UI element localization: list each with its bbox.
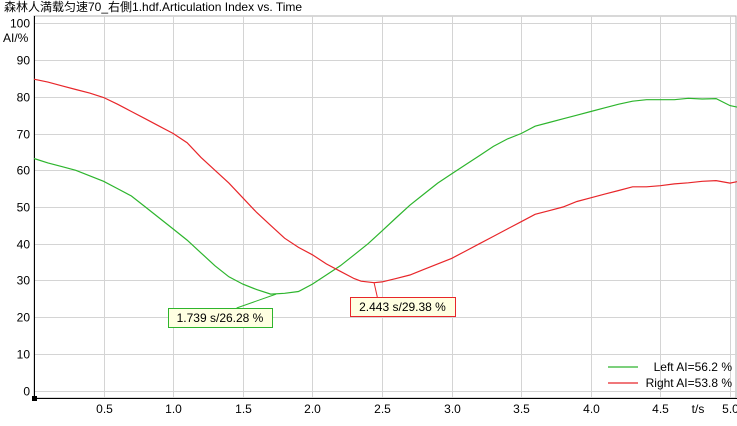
x-tick-label: 2.5 (374, 402, 391, 416)
annotation-box[interactable] (350, 297, 456, 317)
y-tick-label: 50 (17, 201, 31, 215)
annotation-leader (236, 293, 277, 309)
y-tick-label: 100 (10, 17, 30, 31)
annotation-label: 2.443 s/29.38 % (359, 300, 446, 314)
y-axis-ticks: 0 10 20 30 40 50 60 70 80 90 100 (10, 17, 30, 399)
series-line-right[interactable] (33, 78, 737, 284)
x-tick-label: 4.5 (652, 402, 669, 416)
y-tick-label: 90 (17, 54, 31, 68)
y-tick-label: 0 (23, 385, 30, 399)
annotations: 1.739 s/26.28 % 2.443 s/29.38 % (168, 282, 456, 328)
grid (32, 15, 737, 401)
x-tick-label: 2.0 (304, 402, 321, 416)
origin-marker (32, 396, 37, 401)
series-group (33, 78, 737, 295)
y-tick-label: 10 (17, 348, 31, 362)
x-axis-ticks: 0.5 1.0 1.5 2.0 2.5 3.0 3.5 4.0 4.5 5.0 (96, 402, 737, 416)
annotation-label: 1.739 s/26.28 % (177, 311, 264, 325)
annotation-box[interactable] (168, 308, 273, 328)
x-tick-label: 0.5 (96, 402, 113, 416)
y-tick-label: 30 (17, 274, 31, 288)
x-tick-label: 3.0 (444, 402, 461, 416)
legend-entry[interactable]: Left AI=56.2 % (654, 360, 733, 374)
x-tick-label: 1.5 (235, 402, 252, 416)
x-tick-label: 3.5 (513, 402, 530, 416)
y-tick-label: 20 (17, 311, 31, 325)
x-tick-label: 4.0 (583, 402, 600, 416)
y-axis-label: AI/% (3, 31, 29, 45)
y-tick-label: 40 (17, 238, 31, 252)
x-tick-label: 1.0 (165, 402, 182, 416)
x-tick-label: 5.0 (722, 402, 737, 416)
y-tick-label: 60 (17, 164, 31, 178)
y-tick-label: 80 (17, 91, 31, 105)
y-tick-label: 70 (17, 128, 31, 142)
annotation-leader (373, 282, 378, 298)
legend-entry[interactable]: Right AI=53.8 % (646, 376, 733, 390)
chart-title: 森林人満载匀速70_右側1.hdf.Articulation Index vs.… (4, 0, 303, 14)
legend: Left AI=56.2 % Right AI=53.8 % (608, 360, 732, 390)
series-line-left[interactable] (33, 97, 737, 295)
x-axis-label: t/s (692, 402, 705, 416)
